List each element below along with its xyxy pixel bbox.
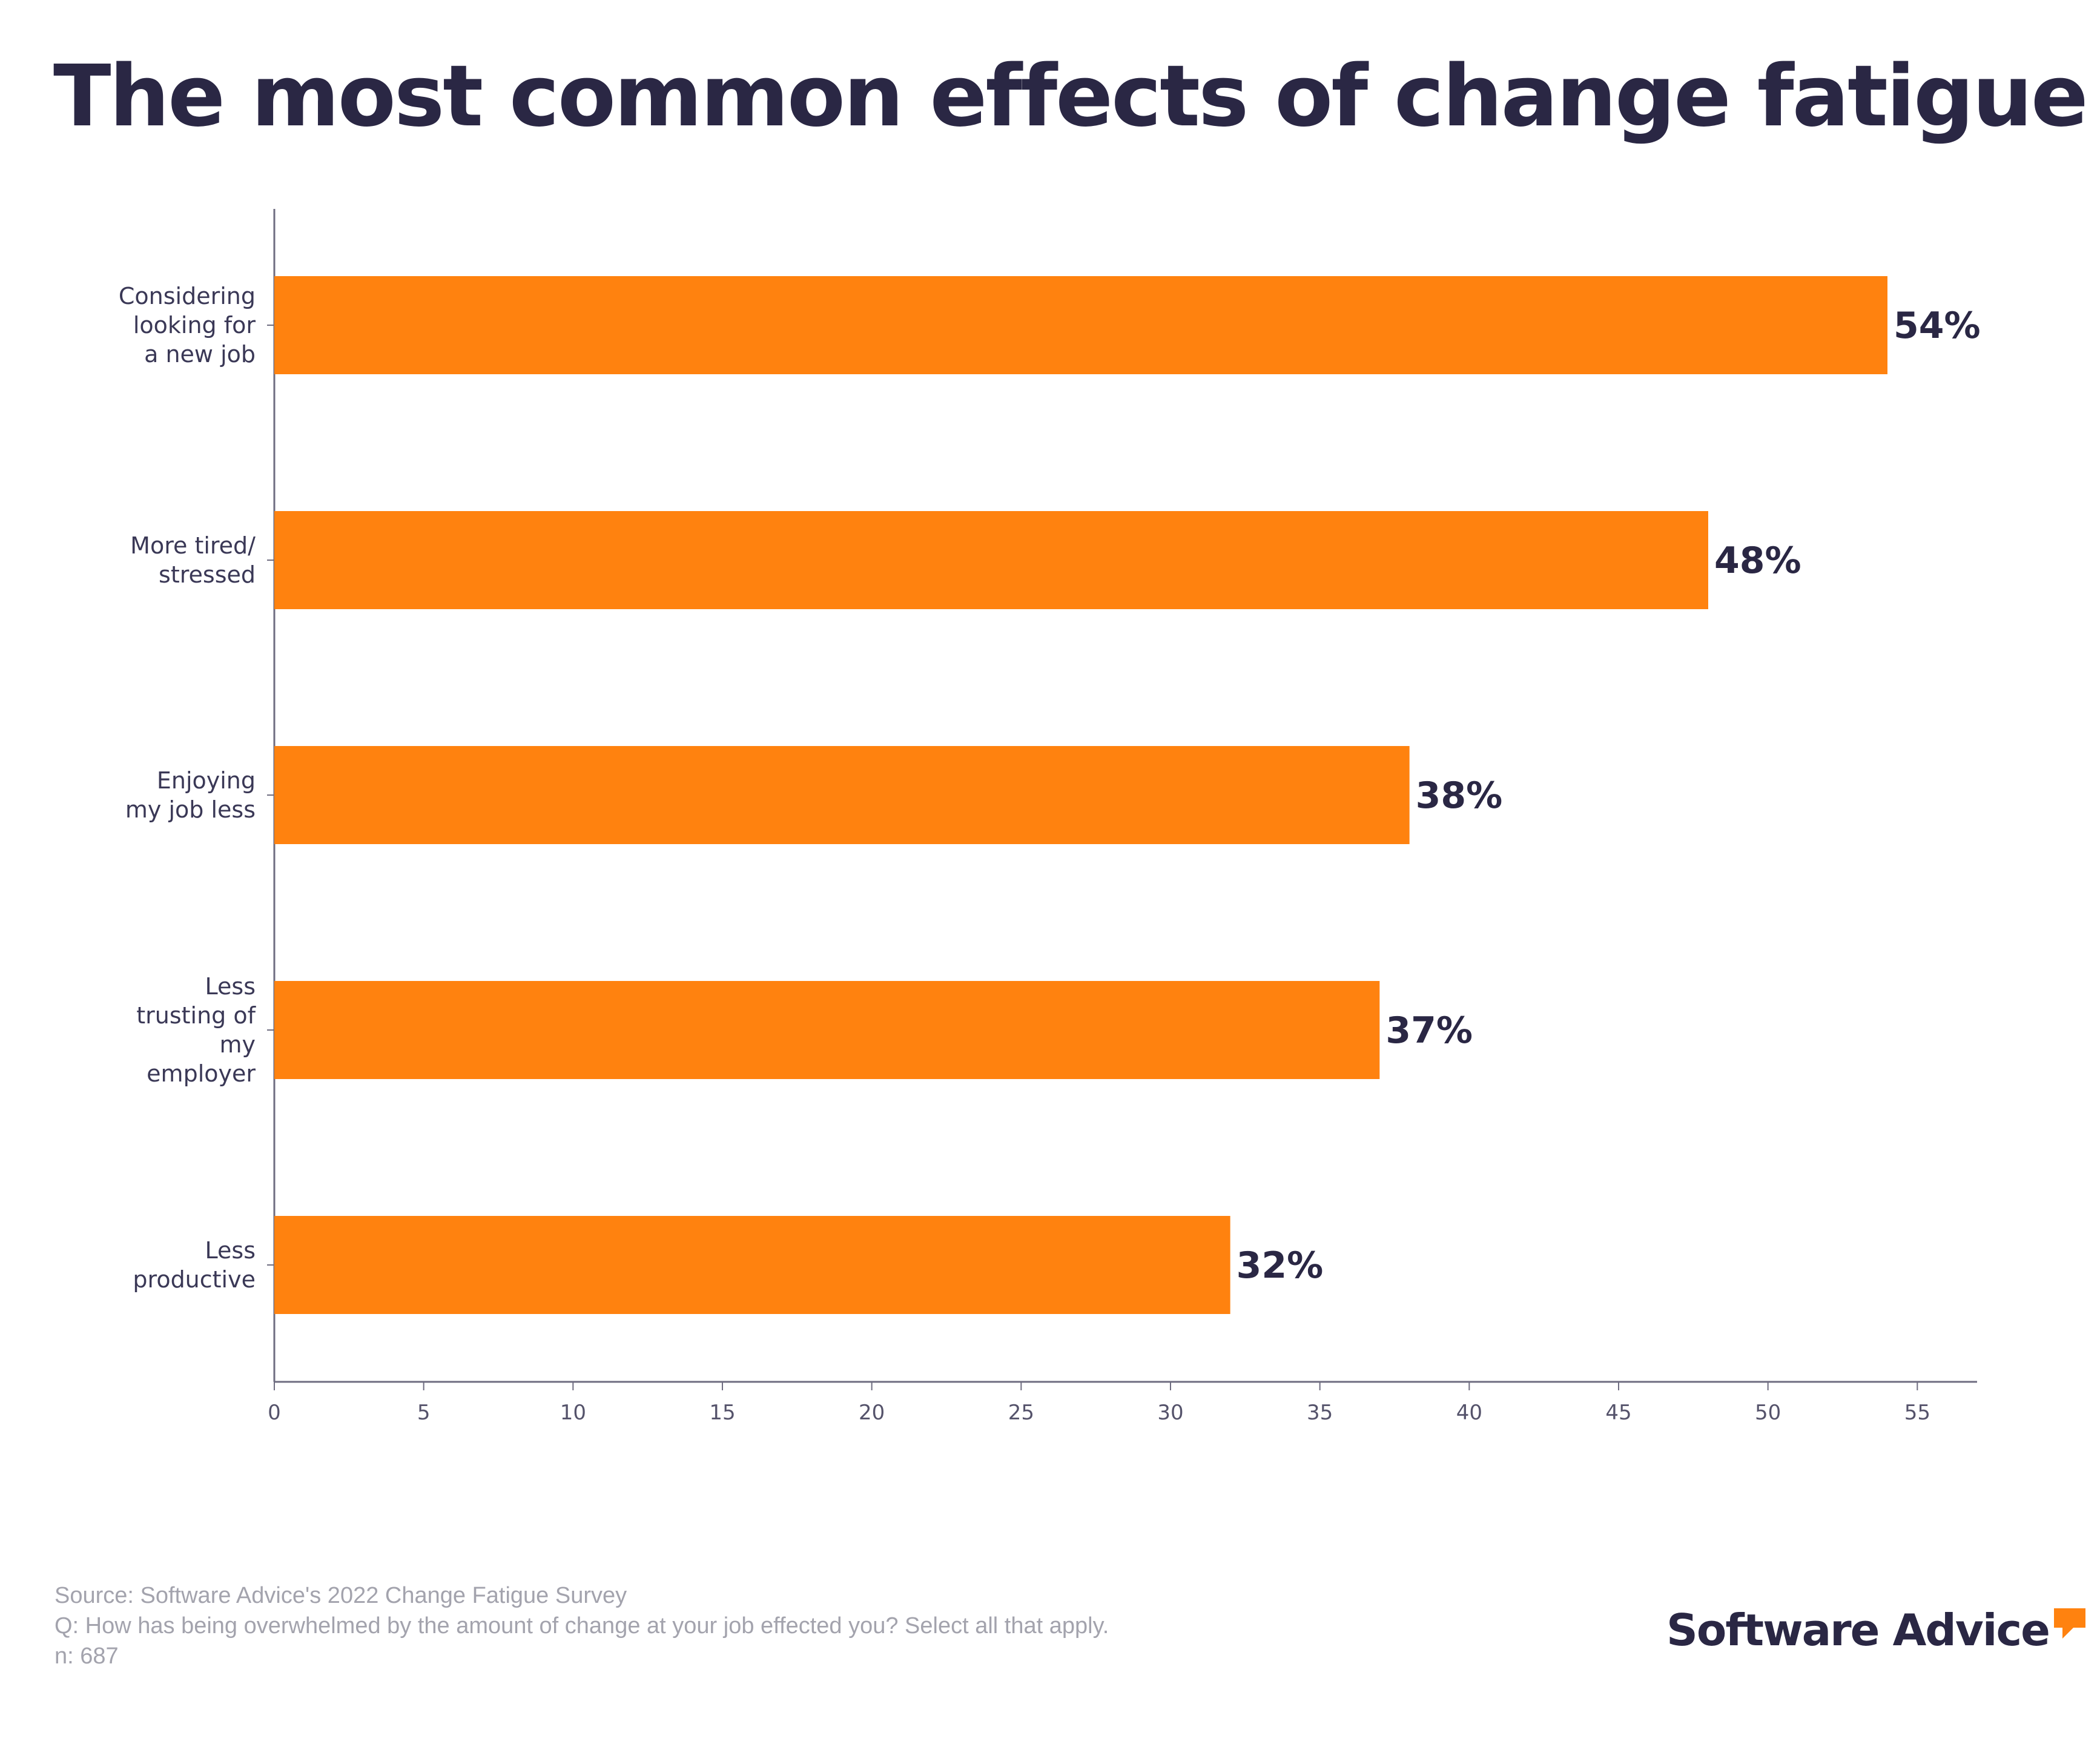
bar xyxy=(274,276,1887,374)
x-tick-label: 0 xyxy=(268,1401,281,1425)
question-line: Q: How has being overwhelmed by the amou… xyxy=(54,1613,1109,1639)
category-label-line: employer xyxy=(147,1060,256,1087)
data-label: 54% xyxy=(1894,305,1981,347)
source-line: Source: Software Advice's 2022 Change Fa… xyxy=(54,1583,627,1608)
logo-text: Software Advice xyxy=(1666,1605,2050,1656)
x-tick-label: 35 xyxy=(1307,1401,1333,1425)
category-label: Enjoying my job less xyxy=(125,767,256,823)
category-label-line: Considering xyxy=(119,283,256,309)
category-label-line: More tired/ xyxy=(130,532,256,559)
x-tick-label: 25 xyxy=(1008,1401,1034,1425)
category-label-line: stressed xyxy=(159,561,256,588)
x-tick-label: 15 xyxy=(709,1401,735,1425)
x-tick-label: 50 xyxy=(1755,1401,1781,1425)
bar xyxy=(274,511,1708,609)
bar xyxy=(274,746,1410,844)
x-axis-ticks: 0 5 10 15 20 25 30 35 40 45 50 55 xyxy=(268,1382,1930,1425)
category-label-line: a new job xyxy=(144,341,256,368)
category-label: More tired/stressed xyxy=(130,532,256,588)
x-tick-label: 10 xyxy=(560,1401,586,1425)
software-advice-logo: Software Advice xyxy=(1666,1605,2088,1656)
bar xyxy=(274,1216,1230,1314)
sample-size-line: n: 687 xyxy=(54,1643,119,1669)
data-label: 32% xyxy=(1237,1244,1324,1287)
x-tick-label: 5 xyxy=(417,1401,431,1425)
category-label-line: trusting of xyxy=(136,1002,256,1029)
data-labels: 54% 48% 38% 37% 32% xyxy=(1237,305,1981,1287)
category-label: Considering looking for a new job xyxy=(119,283,256,368)
source-note: Source: Software Advice's 2022 Change Fa… xyxy=(54,1580,1109,1671)
bar xyxy=(274,981,1380,1079)
category-label-line: Enjoying xyxy=(157,767,256,794)
data-label: 38% xyxy=(1416,774,1503,817)
category-label-line: looking for xyxy=(133,312,256,338)
data-label: 48% xyxy=(1714,540,1801,582)
category-label: Less trusting of my employer xyxy=(136,973,256,1087)
category-label-line: Less xyxy=(205,973,256,1000)
category-label-line: my job less xyxy=(125,796,256,823)
category-label-line: my xyxy=(219,1031,256,1058)
data-label: 37% xyxy=(1385,1009,1473,1052)
category-label: Less productive xyxy=(133,1237,256,1293)
chart-title: The most common effects of change fatigu… xyxy=(53,47,2088,146)
category-label-line: productive xyxy=(133,1266,256,1293)
speech-bubble-icon xyxy=(2053,1608,2085,1639)
category-label-line: Less xyxy=(205,1237,256,1264)
x-tick-label: 45 xyxy=(1605,1401,1631,1425)
x-tick-label: 20 xyxy=(859,1401,885,1425)
x-tick-label: 40 xyxy=(1456,1401,1482,1425)
x-tick-label: 55 xyxy=(1904,1401,1930,1425)
x-tick-label: 30 xyxy=(1157,1401,1183,1425)
chart-bars xyxy=(274,276,1887,1314)
bar-chart: Considering looking for a new job More tire… xyxy=(119,209,1981,1425)
category-labels: Considering looking for a new job More tire… xyxy=(119,283,257,1293)
